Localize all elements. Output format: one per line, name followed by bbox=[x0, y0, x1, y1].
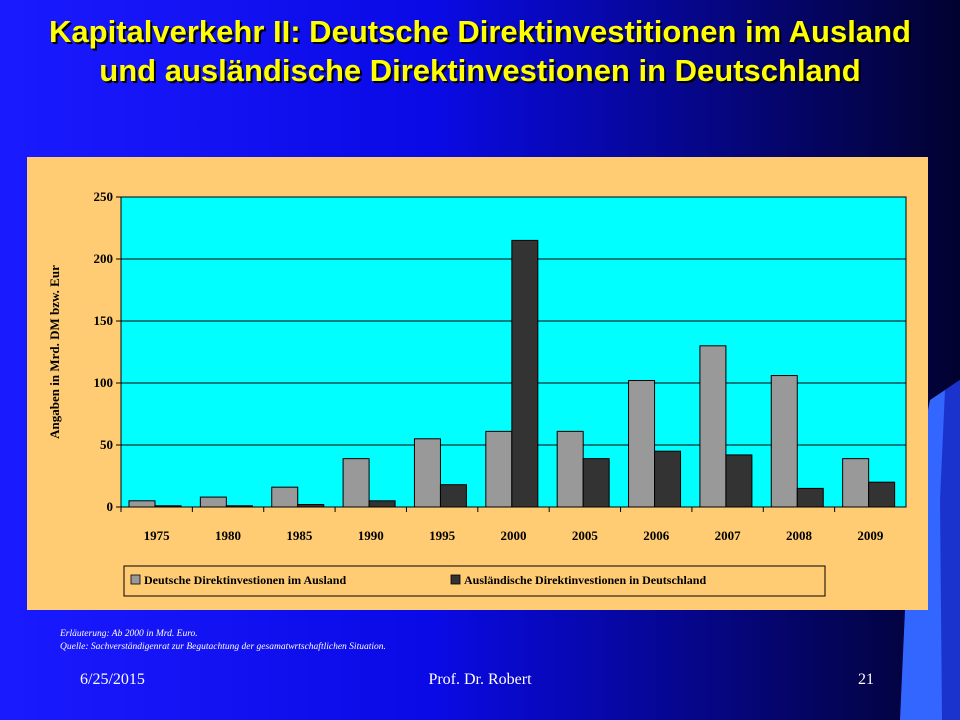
bar-series-1-2009 bbox=[842, 458, 870, 508]
bar-series-1-1995 bbox=[413, 438, 441, 508]
y-tick-label: 250 bbox=[94, 189, 114, 204]
x-tick-label: 2008 bbox=[786, 528, 813, 543]
chart-panel: 0 50 100 150 200 250 1975 1980 1985 1990 1995 2000… bbox=[27, 157, 928, 610]
bar-series-1-2005 bbox=[556, 430, 584, 508]
slide-title: Kapitalverkehr II: Deutsche Direktinvest… bbox=[49, 14, 911, 88]
decorative-shape bbox=[900, 380, 960, 720]
x-tick-label: 1975 bbox=[144, 528, 171, 543]
x-tick-label: 1985 bbox=[286, 528, 313, 543]
note-source: Quelle: Sachverständigenrat zur Begutach… bbox=[60, 642, 386, 652]
legend-swatch-series-2 bbox=[450, 574, 461, 585]
x-tick-label: 2006 bbox=[643, 528, 670, 543]
bar-series-1-1975 bbox=[128, 500, 156, 508]
bar-series-2-2005 bbox=[582, 458, 610, 508]
bar-series-2-2006 bbox=[654, 450, 682, 508]
x-tick-label: 1980 bbox=[215, 528, 241, 543]
footer-date: 6/25/2015 bbox=[80, 671, 145, 688]
note-explanation: Erläuterung: Ab 2000 in Mrd. Euro. bbox=[60, 629, 198, 639]
bar-series-1-2006 bbox=[628, 380, 656, 508]
x-tick-label: 2000 bbox=[501, 528, 527, 543]
legend-swatch-series-1 bbox=[130, 574, 141, 585]
footer-author: Prof. Dr. Robert bbox=[428, 671, 532, 688]
y-axis-label: Angaben in Mrd. DM bzw. Eur bbox=[47, 265, 62, 439]
bar-series-2-2008 bbox=[796, 487, 824, 508]
bar-series-1-1990 bbox=[342, 458, 370, 508]
bar-series-2-2009 bbox=[868, 481, 896, 508]
x-tick-label: 2007 bbox=[715, 528, 742, 543]
bar-series-2-1975 bbox=[154, 505, 182, 508]
bar-series-2-1985 bbox=[297, 504, 325, 508]
bar-series-1-2000 bbox=[485, 430, 513, 508]
y-tick-label: 150 bbox=[94, 313, 114, 328]
y-tick-label: 100 bbox=[94, 375, 114, 390]
bar-series-1-1985 bbox=[271, 486, 299, 508]
bar-series-1-2007 bbox=[699, 345, 727, 508]
legend-label-series-1: Deutsche Direktinvestionen im Ausland bbox=[144, 573, 346, 587]
bar-series-1-2008 bbox=[770, 375, 798, 508]
chart-notes: Erläuterung: Ab 2000 in Mrd. Euro. Quell… bbox=[60, 628, 386, 654]
y-tick-label: 200 bbox=[94, 251, 114, 266]
x-tick-label: 1995 bbox=[429, 528, 456, 543]
legend: Deutsche Direktinvestionen im Ausland Au… bbox=[123, 565, 826, 597]
x-tick-label: 1990 bbox=[358, 528, 384, 543]
footer-page-number: 21 bbox=[858, 671, 874, 688]
x-tick-label: 2009 bbox=[857, 528, 884, 543]
y-tick-label: 0 bbox=[107, 499, 114, 514]
bar-chart: 0 50 100 150 200 250 1975 1980 1985 1990 1995 2000… bbox=[47, 189, 907, 597]
bar-series-1-1980 bbox=[199, 496, 227, 508]
bar-series-2-1980 bbox=[225, 505, 253, 508]
bar-series-2-1990 bbox=[368, 500, 396, 508]
bar-series-2-2007 bbox=[725, 454, 753, 508]
bar-series-2-1995 bbox=[439, 484, 467, 508]
legend-label-series-2: Ausländische Direktinvestionen in Deutsc… bbox=[464, 573, 706, 587]
x-tick-label: 2005 bbox=[572, 528, 599, 543]
bar-series-2-2000 bbox=[511, 239, 539, 508]
y-tick-label: 50 bbox=[100, 437, 113, 452]
